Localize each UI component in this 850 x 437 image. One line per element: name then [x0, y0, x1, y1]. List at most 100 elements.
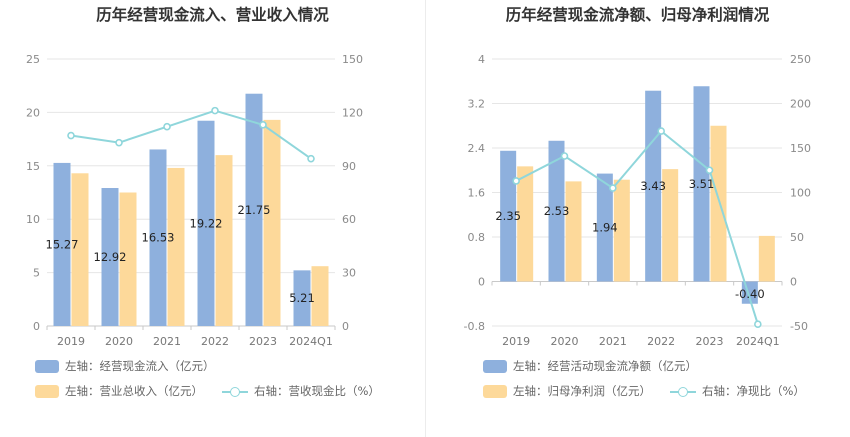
x-axis-tick: 2023 [249, 335, 277, 348]
legend-item-line[interactable]: 右轴：营收现金比（%） [222, 383, 380, 399]
bar-primary [645, 90, 662, 282]
chart-svg: -0.8 0 0.8 1.6 2.4 3.2 4 -50 0 50 100 150 200 250 2019… [464, 53, 811, 348]
chart-svg: 0 5 10 15 20 25 0 30 60 90 120 150 2019 2020 2021 2022 2… [26, 53, 363, 348]
x-axis-tick: 2022 [201, 335, 229, 348]
bar-primary [500, 150, 517, 282]
line-point [67, 131, 75, 140]
data-label: 15.27 [46, 237, 79, 251]
line-point [609, 184, 617, 192]
panel-divider [425, 0, 426, 437]
right-axis-tick: 60 [342, 213, 356, 226]
legend-line-marker-icon [670, 385, 696, 398]
data-label: 3.43 [640, 179, 666, 193]
legend-swatch-blue [483, 359, 507, 373]
legend-label: 右轴：营收现金比（%） [254, 384, 380, 398]
legend-item-primary[interactable]: 左轴：经营活动现金流净额（亿元） [483, 358, 697, 374]
line-point [657, 127, 665, 135]
x-axis-tick: 2024Q1 [289, 335, 333, 348]
legend-swatch-yellow [35, 384, 59, 398]
bar-secondary [613, 179, 630, 282]
bar-primary [53, 162, 71, 326]
right-axis-tick: 250 [790, 53, 811, 66]
left-axis-tick: 1.6 [468, 187, 486, 200]
bar-primary [693, 86, 710, 282]
chart-title: 历年经营现金流净额、归母净利润情况 [505, 6, 770, 24]
bar-secondary [710, 125, 727, 282]
bar-secondary [517, 166, 534, 282]
data-label: 19.22 [190, 216, 223, 230]
legend-line-marker-icon [222, 385, 248, 398]
x-axis-tick: 2020 [105, 335, 133, 348]
line-point [705, 166, 714, 175]
bar-secondary [758, 235, 775, 282]
line-series [515, 129, 759, 325]
line-series [70, 109, 312, 160]
line-point [754, 320, 762, 329]
left-axis-tick: 0.8 [468, 231, 486, 244]
right-axis-tick: 100 [790, 187, 811, 200]
legend-label: 左轴：经营现金流入（亿元） [65, 359, 215, 373]
chart-panel-cashflow-revenue: 历年经营现金流入、营业收入情况 0 5 10 15 20 25 0 30 60 90 120 150 2… [26, 6, 380, 399]
bar-primary [548, 140, 565, 282]
legend-label: 右轴：净现比（%） [702, 384, 805, 398]
left-axis-tick: 0 [33, 320, 40, 333]
bar-secondary [119, 192, 137, 326]
line-point [512, 177, 520, 185]
data-label: 1.94 [592, 221, 618, 235]
legend-label: 左轴：归母净利润（亿元） [513, 384, 651, 398]
legend-item-secondary[interactable]: 左轴：归母净利润（亿元） [483, 383, 651, 399]
data-label: 2.35 [495, 209, 521, 223]
line-point [259, 121, 267, 129]
legend-label: 左轴：经营活动现金流净额（亿元） [513, 359, 697, 373]
left-axis-tick: 3.2 [468, 98, 486, 111]
left-axis-tick: 4 [478, 53, 485, 66]
data-label: 5.21 [289, 291, 315, 305]
line-point [211, 106, 219, 115]
data-label: 12.92 [94, 250, 127, 264]
x-axis-tick: 2023 [696, 335, 724, 348]
line-point [163, 122, 171, 131]
bar-primary [293, 270, 311, 326]
line-point [560, 152, 569, 160]
x-axis-tick: 2019 [502, 335, 530, 348]
right-axis-tick: 0 [790, 276, 797, 289]
data-label: -0.40 [735, 287, 765, 301]
data-label: 16.53 [142, 231, 175, 245]
x-axis-tick: 2022 [647, 335, 675, 348]
left-axis-tick: 5 [33, 267, 40, 280]
bar-primary [149, 149, 167, 326]
bar-primary [101, 188, 119, 326]
bar-primary [197, 120, 215, 326]
left-axis-tick: 2.4 [468, 142, 486, 155]
data-label: 2.53 [544, 204, 570, 218]
left-axis-tick: 10 [26, 213, 40, 226]
right-axis-tick: 150 [342, 53, 363, 66]
bar-secondary [662, 169, 679, 282]
chart-panel-netcash-profit: 历年经营现金流净额、归母净利润情况 -0.8 0 0.8 1.6 2.4 3.2 4 -50 0… [425, 0, 850, 437]
legend-item-primary[interactable]: 左轴：经营现金流入（亿元） [35, 358, 215, 374]
x-axis-tick: 2020 [551, 335, 579, 348]
legend-swatch-yellow [483, 384, 507, 398]
right-axis-tick: 90 [342, 160, 356, 173]
left-axis-tick: 25 [26, 53, 40, 66]
bar-secondary [565, 181, 582, 282]
bar-secondary [167, 167, 185, 326]
chart-title: 历年经营现金流入、营业收入情况 [96, 6, 329, 24]
right-axis-tick: 0 [342, 320, 349, 333]
right-axis-tick: -50 [790, 320, 808, 333]
left-axis-tick: 0 [478, 276, 485, 289]
x-axis-tick: 2021 [599, 335, 627, 348]
bar-secondary [311, 266, 329, 326]
right-axis-tick: 150 [790, 142, 811, 155]
legend-item-line[interactable]: 右轴：净现比（%） [670, 383, 805, 399]
data-label: 3.51 [689, 177, 715, 191]
left-axis-tick: 15 [26, 160, 40, 173]
right-axis-tick: 50 [790, 231, 804, 244]
x-axis-tick: 2019 [57, 335, 85, 348]
bar-primary [245, 93, 263, 327]
legend-item-secondary[interactable]: 左轴：营业总收入（亿元） [35, 383, 203, 399]
x-axis-tick: 2021 [153, 335, 181, 348]
legend-swatch-blue [35, 359, 59, 373]
line-point [115, 138, 123, 147]
left-axis-tick: 20 [26, 106, 40, 119]
